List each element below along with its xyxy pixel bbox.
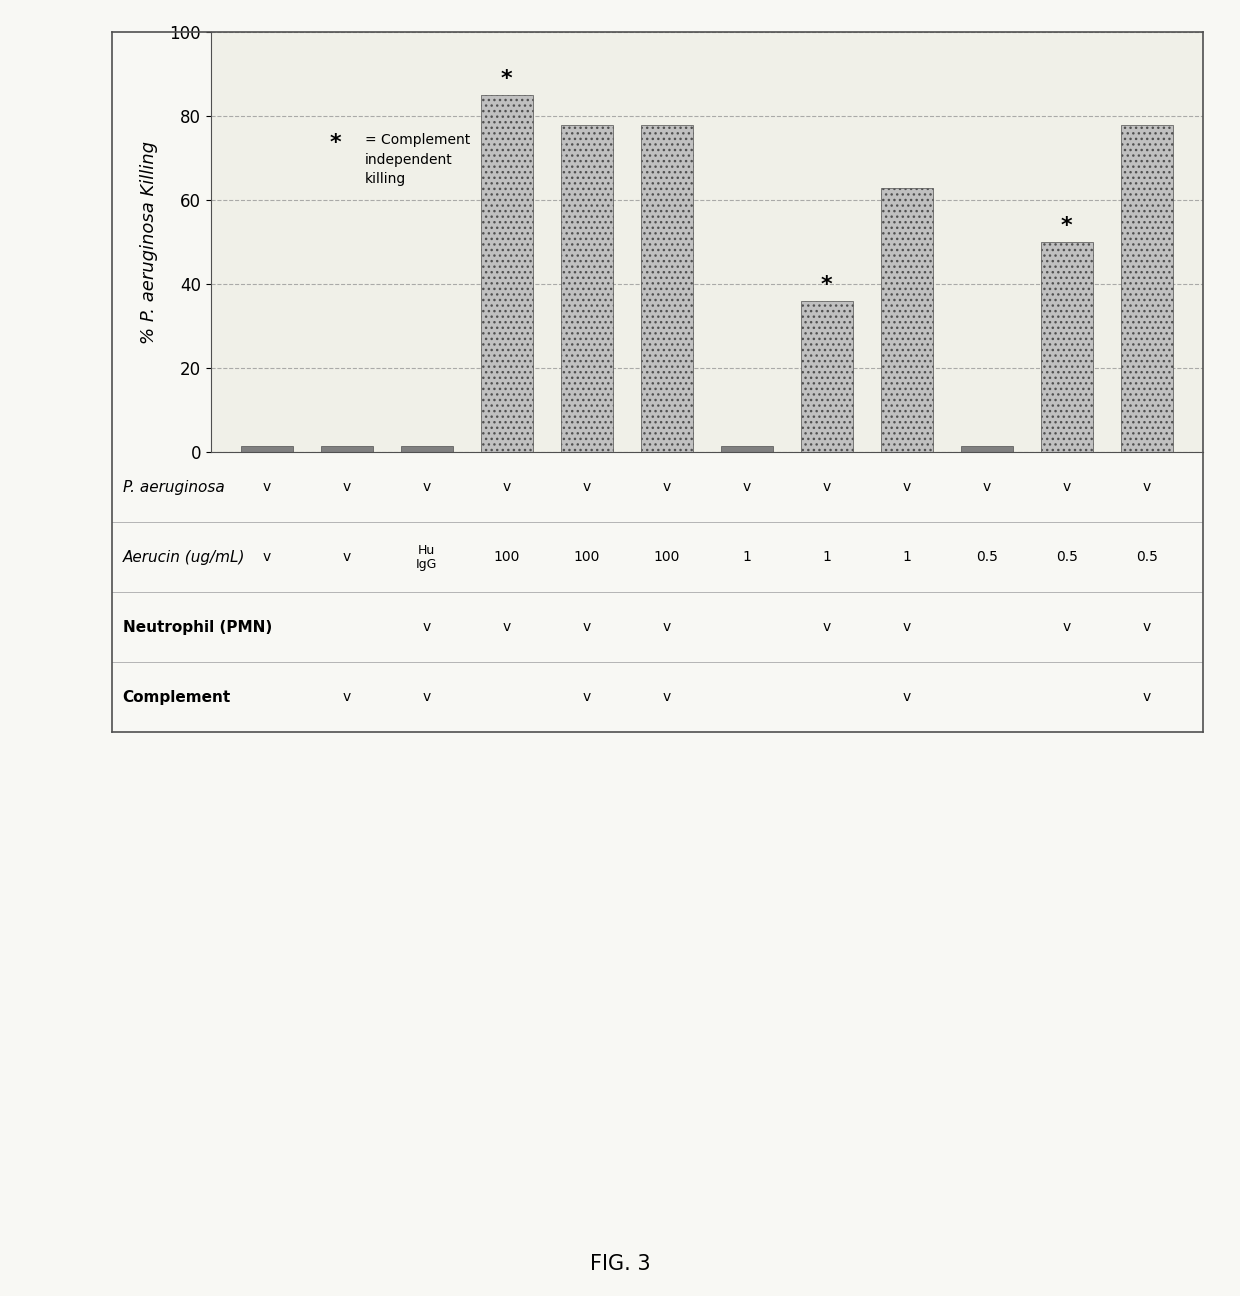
Text: *: * [330,133,341,153]
Text: *: * [1061,216,1073,236]
Text: Pa 2410
Strain: Pa 2410 Strain [506,0,588,3]
Text: FIG. 3: FIG. 3 [590,1253,650,1274]
Text: v: v [263,551,270,564]
Text: Hu
IgG: Hu IgG [417,544,438,570]
Text: Neutrophil (PMN): Neutrophil (PMN) [123,619,272,635]
Text: v: v [1143,481,1151,494]
Text: v: v [1063,621,1071,634]
Text: 0.5: 0.5 [1136,551,1158,564]
Bar [560,124,613,452]
Bar [1040,242,1092,452]
Bar [720,446,773,452]
Text: v: v [822,621,831,634]
Bar [1121,124,1173,452]
Text: Pa PGO2338
Strain: Pa PGO2338 Strain [1044,0,1169,3]
Bar [801,301,853,452]
Text: 1: 1 [822,551,831,564]
Text: 1: 1 [903,551,911,564]
Text: v: v [583,691,591,704]
Text: v: v [1143,621,1151,634]
Text: 100: 100 [653,551,680,564]
Text: 0.5: 0.5 [1056,551,1078,564]
Text: v: v [982,481,991,494]
Text: 100: 100 [494,551,520,564]
Text: P. aeruginosa: P. aeruginosa [123,480,224,495]
Text: *: * [501,69,512,89]
Text: 1: 1 [743,551,751,564]
Text: v: v [502,621,511,634]
Text: *: * [821,275,832,294]
Text: v: v [342,481,351,494]
Text: Aerucin (ug/mL): Aerucin (ug/mL) [123,550,246,565]
Text: v: v [822,481,831,494]
Text: v: v [423,621,432,634]
Text: 100: 100 [574,551,600,564]
Text: v: v [423,481,432,494]
Text: v: v [662,691,671,704]
Text: = Complement
independent
killing: = Complement independent killing [365,133,470,187]
Text: v: v [662,621,671,634]
Text: v: v [423,691,432,704]
Text: v: v [502,481,511,494]
Bar [401,446,453,452]
Text: v: v [903,621,911,634]
Text: v: v [342,551,351,564]
Text: v: v [1143,691,1151,704]
Text: Complement: Complement [123,689,231,705]
Bar [880,188,932,452]
Text: v: v [342,691,351,704]
Bar [241,446,293,452]
Bar [321,446,373,452]
Bar [641,124,693,452]
Text: v: v [583,481,591,494]
Text: v: v [1063,481,1071,494]
Text: v: v [662,481,671,494]
Text: 0.5: 0.5 [976,551,998,564]
Text: v: v [903,691,911,704]
Text: v: v [583,621,591,634]
Text: Pa 27853
Strain: Pa 27853 Strain [780,0,873,3]
Bar [961,446,1013,452]
Y-axis label: % P. aeruginosa Killing: % P. aeruginosa Killing [140,141,159,343]
Text: v: v [743,481,751,494]
Text: v: v [903,481,911,494]
Text: v: v [263,481,270,494]
Bar [481,96,533,452]
